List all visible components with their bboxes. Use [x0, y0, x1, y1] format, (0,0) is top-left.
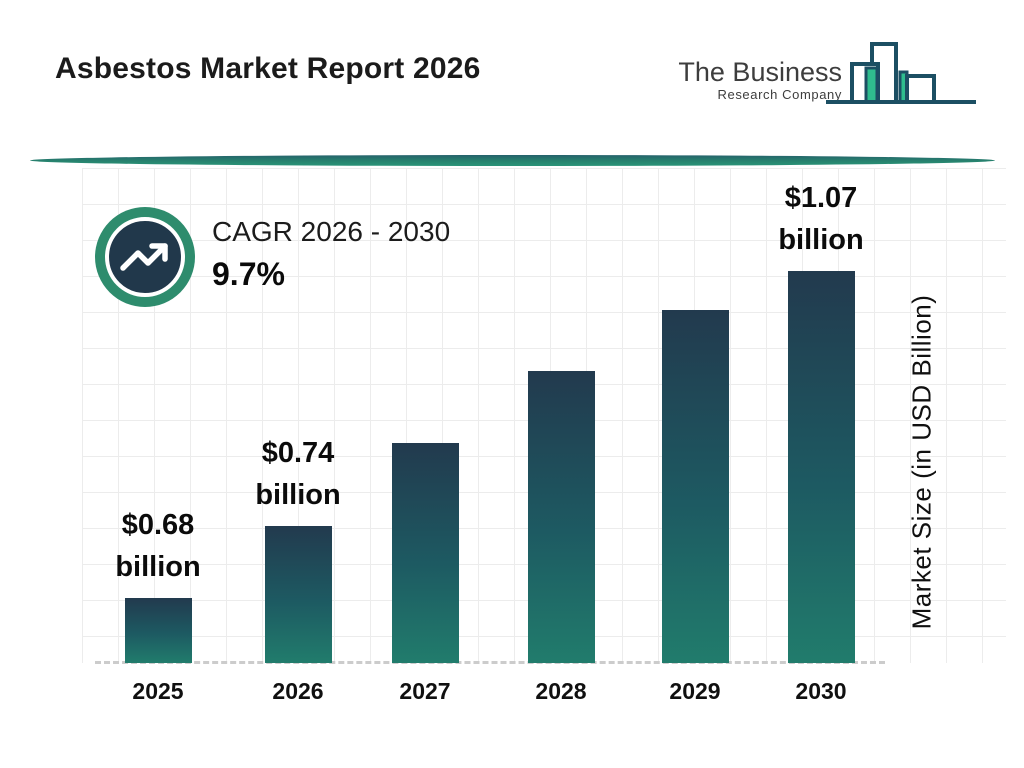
y-axis-title: Market Size (in USD Billion) — [906, 294, 937, 630]
logo-text: The Business Research Company — [678, 58, 842, 102]
bar-value-label-2026: $0.74 billion — [255, 437, 341, 511]
bar-2026 — [264, 526, 332, 663]
bar-2030 — [787, 271, 855, 663]
bar-2025 — [124, 598, 192, 663]
x-axis-label-2030: 2030 — [795, 678, 847, 704]
x-axis-label-2029: 2029 — [669, 678, 721, 704]
cagr-block: CAGR 2026 - 2030 9.7% — [212, 216, 450, 293]
bar-2029 — [661, 310, 729, 663]
logo-subname: Research Company — [717, 87, 842, 102]
company-logo: The Business Research Company — [678, 38, 978, 118]
bar-value-label-2030: $1.07 billion — [778, 182, 864, 256]
bar-2028 — [527, 371, 595, 663]
divider-line — [30, 155, 995, 166]
bar-2027 — [391, 443, 459, 663]
cagr-label: CAGR 2026 - 2030 — [212, 216, 451, 247]
trending-up-icon — [105, 217, 185, 297]
x-axis-label-2027: 2027 — [399, 678, 451, 704]
page-title: Asbestos Market Report 2026 — [55, 52, 481, 85]
bar-value-label-2025: $0.68 billion — [115, 509, 201, 583]
x-axis-label-2026: 2026 — [272, 678, 324, 704]
x-axis-baseline — [95, 661, 885, 664]
logo-name: The Business — [678, 57, 842, 87]
bar-buildings-icon — [826, 42, 976, 104]
x-axis-label-2028: 2028 — [535, 678, 587, 704]
x-axis-label-2025: 2025 — [132, 678, 184, 704]
cagr-value: 9.7% — [212, 256, 285, 292]
